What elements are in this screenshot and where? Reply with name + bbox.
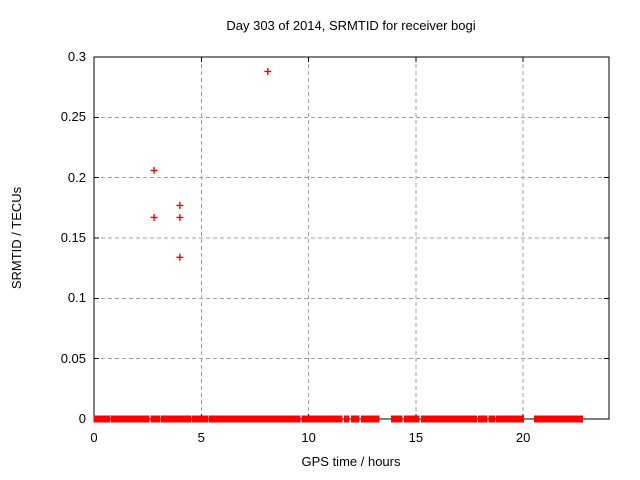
baseline-band-segment [409, 415, 420, 423]
baseline-band-segment [538, 415, 542, 423]
y-tick-label: 0.1 [67, 290, 86, 306]
data-point-marker [176, 201, 184, 209]
x-axis-title: GPS time / hours [301, 454, 401, 469]
baseline-band-segment [495, 415, 525, 423]
baseline-band-segment [174, 415, 181, 423]
data-point-marker [150, 213, 158, 221]
baseline-band-segment [350, 415, 360, 423]
baseline-band-segment [560, 415, 583, 423]
y-tick-label: 0.2 [67, 169, 86, 185]
baseline-band-segment [208, 415, 214, 423]
baseline-band-segment [106, 415, 111, 423]
y-tick-label: 0.15 [60, 230, 86, 245]
baseline-band-segment [202, 415, 209, 423]
baseline-band-segment [138, 415, 150, 423]
baseline-band-segment [156, 415, 161, 423]
baseline-band-segment [464, 415, 477, 423]
baseline-band-segment [164, 415, 175, 423]
baseline-band-segment [93, 415, 98, 423]
baseline-band-segment [390, 415, 403, 423]
baseline-band-segment [317, 415, 326, 423]
y-tick-label: 0.05 [60, 350, 86, 366]
baseline-band-segment [218, 415, 225, 423]
baseline-band-segment [196, 415, 204, 423]
baseline-band-segment [238, 415, 244, 423]
data-point-marker [264, 67, 272, 75]
baseline-band-segment [130, 415, 140, 423]
x-tick-label: 0 [90, 430, 98, 445]
baseline-band-segment [328, 415, 332, 423]
baseline-band-segment [249, 415, 301, 423]
baseline-band-segment [455, 415, 467, 423]
baseline-band-segment [536, 415, 540, 423]
y-tick-label: 0.25 [60, 109, 86, 125]
baseline-band-segment [223, 415, 229, 423]
x-tick-label: 5 [197, 430, 205, 445]
baseline-band-segment [406, 415, 410, 423]
data-point-marker [176, 213, 184, 221]
y-tick-label: 0.3 [67, 49, 86, 64]
baseline-band-segment [534, 415, 538, 423]
baseline-band-segment [541, 415, 545, 423]
baseline-band-segment [344, 415, 350, 423]
baseline-band-segment [551, 415, 562, 423]
baseline-band-segment [150, 415, 157, 423]
baseline-band-segment [191, 415, 198, 423]
x-tick-label: 10 [301, 430, 316, 445]
baseline-band-segment [96, 415, 107, 423]
baseline-band-segment [420, 415, 424, 423]
baseline-band-segment [425, 415, 448, 423]
baseline-band-segment [478, 415, 488, 423]
data-point-marker [150, 166, 158, 174]
baseline-band-segment [332, 415, 343, 423]
baseline-band-segment [228, 415, 239, 423]
baseline-band-segment [214, 415, 219, 423]
x-tick-label: 20 [515, 430, 531, 445]
y-tick-label: 0 [78, 411, 86, 426]
baseline-band-segment [325, 415, 329, 423]
baseline-band-segment [404, 415, 408, 423]
chart-title: Day 303 of 2014, SRMTID for receiver bog… [226, 18, 476, 33]
baseline-band-segment [360, 415, 370, 423]
baseline-band-segment [301, 415, 318, 423]
baseline-band-segment [110, 415, 125, 423]
baseline-band-segment [445, 415, 457, 423]
baseline-band-segment [124, 415, 131, 423]
data-point-marker [176, 253, 184, 261]
baseline-band-segment [544, 415, 552, 423]
baseline-band-segment [242, 415, 250, 423]
x-tick-label: 15 [408, 430, 424, 445]
baseline-band-segment [423, 415, 427, 423]
baseline-band-segment [179, 415, 192, 423]
baseline-band-segment [369, 415, 380, 423]
baseline-band-segment [330, 415, 334, 423]
baseline-band-segment [488, 415, 495, 423]
baseline-band-segment [160, 415, 165, 423]
